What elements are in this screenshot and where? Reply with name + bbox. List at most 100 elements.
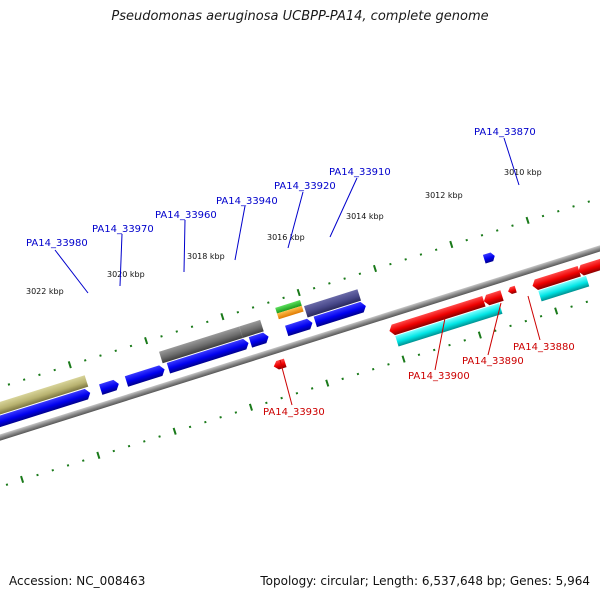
gene-arrow-33920 bbox=[285, 318, 313, 337]
minor-tick bbox=[83, 359, 87, 362]
minor-tick bbox=[539, 315, 543, 318]
gene-label: PA14_33980 bbox=[26, 238, 88, 249]
leader-lines bbox=[54, 137, 541, 406]
gene-arrow-33930 bbox=[273, 358, 287, 370]
minor-tick bbox=[129, 344, 133, 348]
minor-tick bbox=[570, 305, 573, 308]
minor-tick bbox=[7, 383, 11, 386]
major-tick bbox=[248, 403, 253, 411]
minor-tick bbox=[341, 377, 344, 381]
minor-tick bbox=[219, 416, 222, 419]
gene-arrow-33970 bbox=[124, 365, 165, 387]
minor-tick bbox=[389, 262, 392, 266]
feature-gray-1 bbox=[159, 326, 243, 364]
minor-tick bbox=[572, 205, 575, 208]
minor-tick bbox=[387, 363, 390, 366]
kbp-label: 3010 kbp bbox=[504, 168, 542, 177]
gene-label: PA14_33880 bbox=[513, 342, 575, 353]
major-tick bbox=[144, 337, 149, 345]
accession-text: Accession: NC_008463 bbox=[9, 574, 146, 588]
kbp-label: 3020 kbp bbox=[107, 270, 145, 279]
gene-label: PA14_33970 bbox=[92, 224, 154, 235]
feature-gray-2 bbox=[239, 319, 264, 338]
minor-tick bbox=[511, 224, 514, 227]
gene-arrow-33870 bbox=[482, 252, 495, 264]
minor-tick bbox=[36, 473, 39, 477]
gene-arrow-33880 bbox=[508, 285, 517, 294]
minor-tick bbox=[204, 420, 207, 424]
minor-tick bbox=[432, 348, 436, 352]
major-tick bbox=[372, 264, 378, 273]
minor-tick bbox=[206, 320, 209, 324]
minor-tick bbox=[5, 483, 9, 486]
minor-tick bbox=[358, 272, 362, 276]
minor-tick bbox=[280, 396, 283, 400]
major-tick bbox=[401, 355, 406, 363]
feature-orange bbox=[277, 305, 304, 320]
major-tick bbox=[67, 361, 72, 369]
minor-tick bbox=[463, 339, 467, 342]
genome-backbone bbox=[0, 216, 600, 468]
major-tick bbox=[477, 331, 482, 339]
minor-tick bbox=[343, 277, 346, 280]
gene-arrow-33900 bbox=[389, 296, 486, 336]
kbp-labels: 3022 kbp 3020 kbp 3018 kbp 3016 kbp 3014… bbox=[26, 168, 542, 296]
major-tick bbox=[525, 216, 530, 225]
minor-tick bbox=[51, 468, 54, 472]
minor-tick bbox=[236, 311, 240, 314]
gene-label: PA14_33910 bbox=[329, 167, 391, 178]
minor-tick bbox=[404, 258, 407, 261]
genome-title: Pseudomonas aeruginosa UCBPP-PA14, compl… bbox=[111, 9, 489, 24]
minor-tick bbox=[524, 319, 528, 323]
kbp-label: 3012 kbp bbox=[425, 191, 463, 200]
major-tick bbox=[96, 451, 101, 459]
minor-tick bbox=[509, 324, 512, 328]
minor-tick bbox=[53, 368, 56, 372]
minor-tick bbox=[38, 373, 41, 377]
minor-tick bbox=[448, 343, 451, 347]
minor-tick bbox=[295, 391, 299, 395]
minor-tick bbox=[557, 209, 560, 213]
feature-olive bbox=[0, 375, 89, 421]
minor-tick bbox=[143, 440, 146, 443]
minor-tick bbox=[99, 354, 102, 357]
minor-tick bbox=[251, 306, 255, 309]
minor-tick bbox=[312, 286, 316, 290]
outer-kbp-ruler bbox=[7, 200, 591, 386]
minor-tick bbox=[158, 435, 161, 438]
minor-tick bbox=[112, 449, 116, 453]
feature-cyan-1 bbox=[395, 303, 503, 347]
major-tick bbox=[296, 288, 301, 297]
gene-label: PA14_33930 bbox=[263, 407, 325, 418]
minor-tick bbox=[114, 349, 117, 353]
minor-tick bbox=[282, 296, 285, 300]
kbp-label: 3018 kbp bbox=[187, 252, 225, 261]
gene-label: PA14_33920 bbox=[274, 181, 336, 192]
major-tick bbox=[554, 307, 559, 315]
feature-cyan-2 bbox=[538, 275, 590, 302]
minor-tick bbox=[417, 353, 421, 357]
gene-arrow-red-edge bbox=[578, 258, 600, 276]
minor-tick bbox=[495, 229, 499, 232]
gene-arrow-33970a bbox=[99, 379, 119, 395]
minus-strand-features bbox=[0, 252, 495, 432]
minor-tick bbox=[419, 253, 423, 256]
minor-tick bbox=[541, 214, 545, 218]
major-tick bbox=[325, 379, 330, 387]
gene-arrow-33910 bbox=[313, 301, 366, 328]
gene-labels: PA14_33980 PA14_33970 PA14_33960 PA14_33… bbox=[26, 127, 575, 418]
gene-arrow-33890 bbox=[483, 290, 504, 306]
kbp-label: 3016 kbp bbox=[267, 233, 305, 242]
minor-tick bbox=[22, 378, 26, 381]
major-tick bbox=[220, 312, 225, 321]
major-tick bbox=[172, 427, 177, 435]
kbp-label: 3022 kbp bbox=[26, 287, 64, 296]
minor-tick bbox=[66, 464, 70, 467]
minor-tick bbox=[480, 234, 484, 237]
minor-tick bbox=[434, 248, 438, 251]
kbp-label: 3014 kbp bbox=[346, 212, 384, 221]
gene-label: PA14_33870 bbox=[474, 127, 536, 138]
plus-strand-features bbox=[273, 258, 600, 370]
topology-text: Topology: circular; Length: 6,537,648 bp… bbox=[260, 574, 590, 588]
